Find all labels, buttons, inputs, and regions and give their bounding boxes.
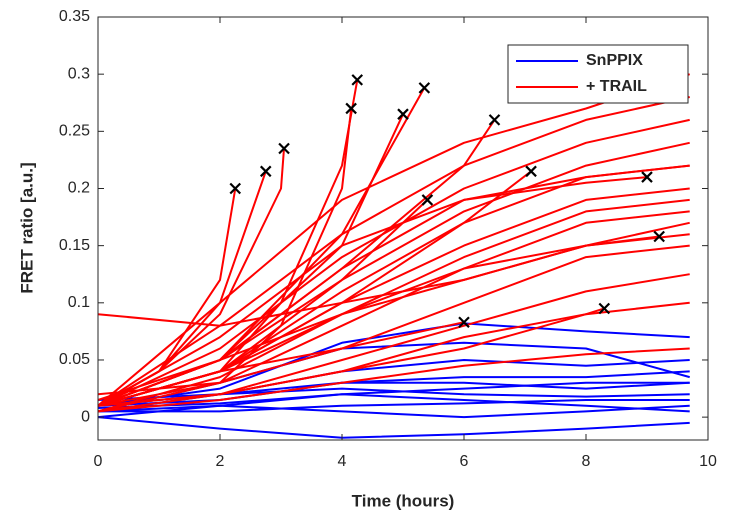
- trace-line: [97, 404, 690, 419]
- y-tick-label: 0.1: [68, 294, 90, 311]
- x-tick-label: 8: [582, 453, 591, 470]
- trace-line: [97, 322, 690, 407]
- axes-box: [97, 16, 709, 441]
- y-tick-label: 0.15: [59, 237, 90, 254]
- x-tick-label: 6: [460, 453, 469, 470]
- death-marker: [653, 230, 665, 243]
- x-tick-label: 10: [699, 453, 717, 470]
- x-tick-label: 4: [338, 453, 347, 470]
- trace-line: [97, 235, 660, 407]
- death-marker: [229, 182, 242, 195]
- death-marker: [525, 165, 537, 178]
- y-tick-label: 0.35: [59, 8, 90, 25]
- y-tick-label: 0: [81, 408, 90, 425]
- death-marker: [418, 82, 431, 94]
- trace-line: [97, 393, 690, 413]
- x-axis-label: Time (hours): [352, 491, 455, 510]
- legend-label: SnPPIX: [586, 52, 643, 69]
- y-tick-label: 0.05: [59, 351, 90, 368]
- trace-line: [97, 347, 690, 413]
- trace-line: [97, 416, 690, 439]
- legend-label: + TRAIL: [586, 78, 647, 95]
- y-axis-label: FRET ratio [a.u.]: [17, 162, 36, 293]
- trace-line: [97, 176, 648, 407]
- trace-line: [97, 244, 690, 396]
- death-marker: [458, 316, 470, 329]
- trace-line: [97, 96, 690, 407]
- legend-box: [507, 44, 689, 104]
- death-marker: [641, 171, 653, 183]
- death-marker: [345, 102, 357, 115]
- y-tick-label: 0.2: [68, 180, 90, 197]
- trace-line: [97, 307, 605, 407]
- y-tick-label: 0.3: [68, 65, 90, 82]
- trace-line: [97, 198, 690, 413]
- death-marker: [351, 74, 364, 86]
- death-marker: [421, 194, 434, 206]
- death-marker: [278, 142, 290, 155]
- trace-line: [98, 399, 690, 413]
- y-tick-label: 0.25: [59, 123, 90, 140]
- x-tick-label: 0: [94, 453, 103, 470]
- trace-line: [97, 148, 285, 407]
- death-marker: [488, 114, 501, 126]
- x-tick-label: 2: [216, 453, 225, 470]
- death-marker: [259, 165, 272, 178]
- death-marker: [397, 108, 409, 120]
- death-marker: [598, 302, 611, 315]
